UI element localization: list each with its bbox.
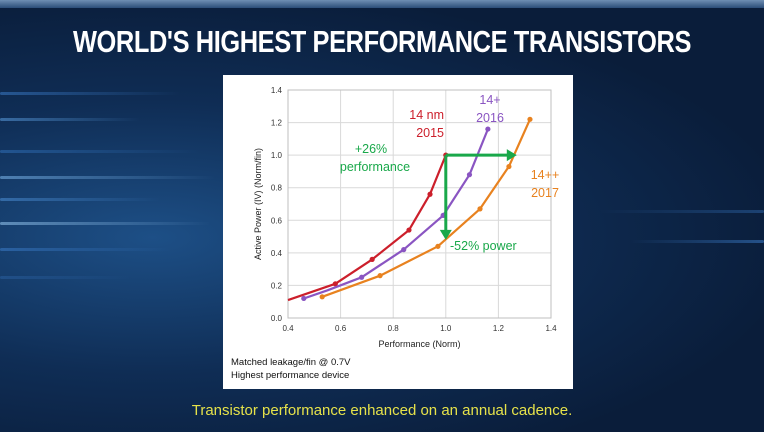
x-tick-label: 1.0 [440,324,452,333]
annotation-text: +26% [355,142,387,156]
y-tick-label: 0.0 [271,314,283,323]
data-point [527,116,533,122]
x-tick-label: 1.4 [545,324,557,333]
slide-caption: Transistor performance enhanced on an an… [191,402,573,419]
top-band [0,0,764,8]
x-axis-label: Performance (Norm) [378,339,460,349]
streak [0,118,140,121]
power-arrowhead [439,229,452,240]
annotation-text: -52% power [450,239,517,253]
series-label: 14++ [531,168,560,182]
streak [0,176,215,179]
data-point [506,163,512,170]
performance-arrowhead [506,149,517,162]
data-point [377,273,383,279]
streak [0,150,200,153]
data-point [466,172,473,178]
data-point [435,243,441,249]
data-point [401,247,407,253]
data-point [332,281,338,287]
streak [0,248,170,251]
x-tick-label: 0.4 [282,324,294,333]
data-point [301,295,307,302]
series-label: 14+ [479,93,500,107]
data-point [477,206,483,212]
y-axis-label: Active Power (IV) (Norm/fin) [253,148,263,260]
y-tick-label: 0.2 [271,281,283,290]
data-point [369,256,375,262]
chart-svg: 0.0 0.2 0.4 0.6 0.8 1.0 1.2 1.4 0.4 0.6 0.8 1.0 1.2 1… [231,86,560,381]
streak [0,222,210,225]
y-tick-label: 0.6 [271,216,283,225]
x-tick-label: 1.2 [493,324,505,333]
series-label: 14 nm [409,108,444,122]
streak [0,92,180,95]
plot-frame [287,89,552,319]
y-tick-label: 1.0 [271,151,283,160]
series-label: 2016 [476,111,504,125]
x-tick-label: 0.6 [335,324,347,333]
chart-panel: 0.0 0.2 0.4 0.6 0.8 1.0 1.2 1.4 0.4 0.6 0.8 1.0 1.2 1… [223,75,573,389]
data-point [406,227,412,233]
series-label: 2015 [416,126,444,140]
data-point [427,191,433,197]
series-line-2 [321,118,532,298]
data-point [319,294,325,300]
streak [0,198,160,201]
data-point [359,274,365,280]
y-tick-label: 0.4 [271,249,283,258]
streak [630,240,764,243]
chart-footnote: Highest performance device [231,370,349,381]
slide-title: WORLD'S HIGHEST PERFORMANCE TRANSISTORS [72,24,692,59]
data-point [485,126,491,132]
streak [0,276,130,279]
y-tick-label: 0.8 [271,184,283,193]
series-line-0 [287,154,447,302]
chart-footnote: Matched leakage/fin @ 0.7V [231,357,351,368]
x-tick-label: 0.8 [388,324,400,333]
y-tick-label: 1.2 [271,119,283,128]
y-tick-label: 1.4 [271,86,283,95]
series-label: 2017 [531,186,559,200]
annotation-text: performance [340,160,410,174]
streak [600,210,764,213]
